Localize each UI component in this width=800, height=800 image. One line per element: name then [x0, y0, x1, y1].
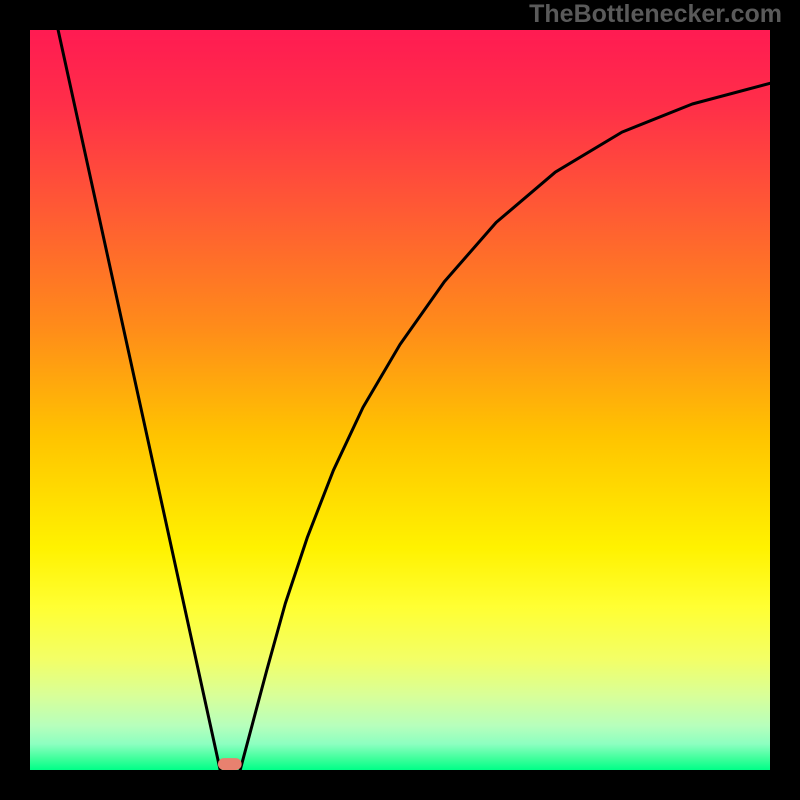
chart-stage: TheBottlenecker.com [0, 0, 800, 800]
chart-svg [0, 0, 800, 800]
plot-background [30, 30, 770, 770]
min-marker [218, 758, 242, 770]
watermark-text: TheBottlenecker.com [529, 0, 782, 29]
